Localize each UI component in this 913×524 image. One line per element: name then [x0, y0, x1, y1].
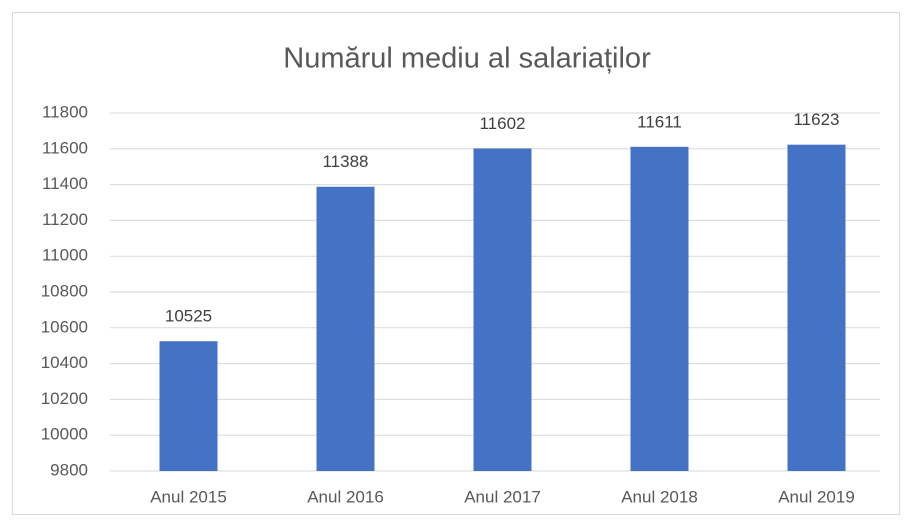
- y-tick-label: 11000: [42, 246, 88, 265]
- data-label: 11388: [322, 152, 368, 171]
- data-label: 10525: [165, 307, 212, 326]
- x-tick-label: Anul 2015: [150, 487, 227, 506]
- x-tick-label: Anul 2018: [621, 487, 698, 506]
- y-tick-label: 10200: [41, 389, 88, 408]
- chart-border: [12, 12, 900, 515]
- data-label: 11602: [479, 114, 525, 133]
- y-tick-label: 9800: [50, 460, 88, 479]
- x-tick-label: Anul 2016: [307, 487, 384, 506]
- chart-title: Numărul mediu al salariaților: [283, 43, 651, 75]
- y-tick-label: 11800: [42, 102, 88, 121]
- data-label: 11611: [637, 112, 682, 131]
- y-tick-label: 10600: [41, 317, 88, 336]
- y-tick-label: 11600: [42, 138, 88, 157]
- x-tick-label: Anul 2019: [778, 487, 855, 506]
- bar: [316, 186, 375, 472]
- bar: [787, 144, 846, 472]
- data-label: 11623: [793, 110, 839, 129]
- x-tick-label: Anul 2017: [464, 487, 541, 506]
- y-tick-label: 11400: [42, 174, 88, 193]
- bar: [473, 148, 532, 471]
- y-tick-label: 10400: [41, 353, 88, 372]
- bar: [159, 341, 218, 471]
- y-tick-label: 11200: [42, 210, 88, 229]
- bar: [630, 146, 689, 471]
- y-tick-label: 10800: [41, 281, 88, 300]
- y-tick-label: 10000: [41, 425, 88, 444]
